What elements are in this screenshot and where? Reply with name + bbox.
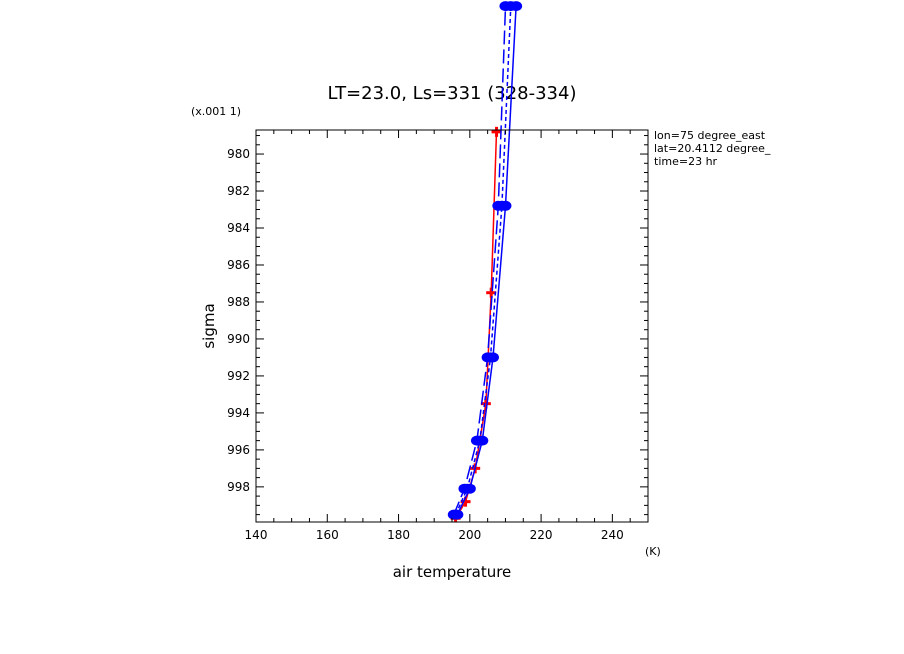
y-tick-label: 996 [227,443,250,457]
y-tick-label: 998 [227,480,250,494]
x-tick-label: 160 [316,528,339,542]
series-point [461,483,474,494]
info-time: time=23 hr [654,155,718,168]
y-tick-label: 988 [227,295,250,309]
y-tick-label: 982 [227,184,250,198]
x-tick-label: 240 [601,528,624,542]
y-tick-label: 984 [227,221,250,235]
x-axis-title: air temperature [393,563,512,581]
x-tick-label: 200 [458,528,481,542]
info-lon: lon=75 degree_east [654,129,766,142]
y-tick-label: 992 [227,369,250,383]
y-tick-label: 994 [227,406,250,420]
y-tick-label: 990 [227,332,250,346]
x-tick-label: 220 [530,528,553,542]
y-axis-title: sigma [200,303,218,348]
series-point [449,509,462,520]
x-axis: 140 160 180 200 220 240 [245,130,649,542]
x-tick-label: 180 [387,528,410,542]
plot-frame [255,129,649,523]
series-point [473,435,486,446]
x-units-label: (K) [645,545,661,558]
info-block: lon=75 degree_east lat=20.4112 degree_ t… [654,129,771,168]
y-scale-note: (x.001 1) [191,105,241,118]
series-point [504,1,517,12]
y-tick-label: 980 [227,147,250,161]
series-point [495,200,508,211]
series-point [484,352,497,363]
x-tick-label: 140 [245,528,268,542]
y-tick-label: 986 [227,258,250,272]
series-layer [447,1,523,522]
y-axis: 980 982 984 986 988 990 992 994 996 998 [227,135,648,516]
info-lat: lat=20.4112 degree_ [654,142,771,155]
chart-title: LT=23.0, Ls=331 (328-334) [328,83,577,104]
